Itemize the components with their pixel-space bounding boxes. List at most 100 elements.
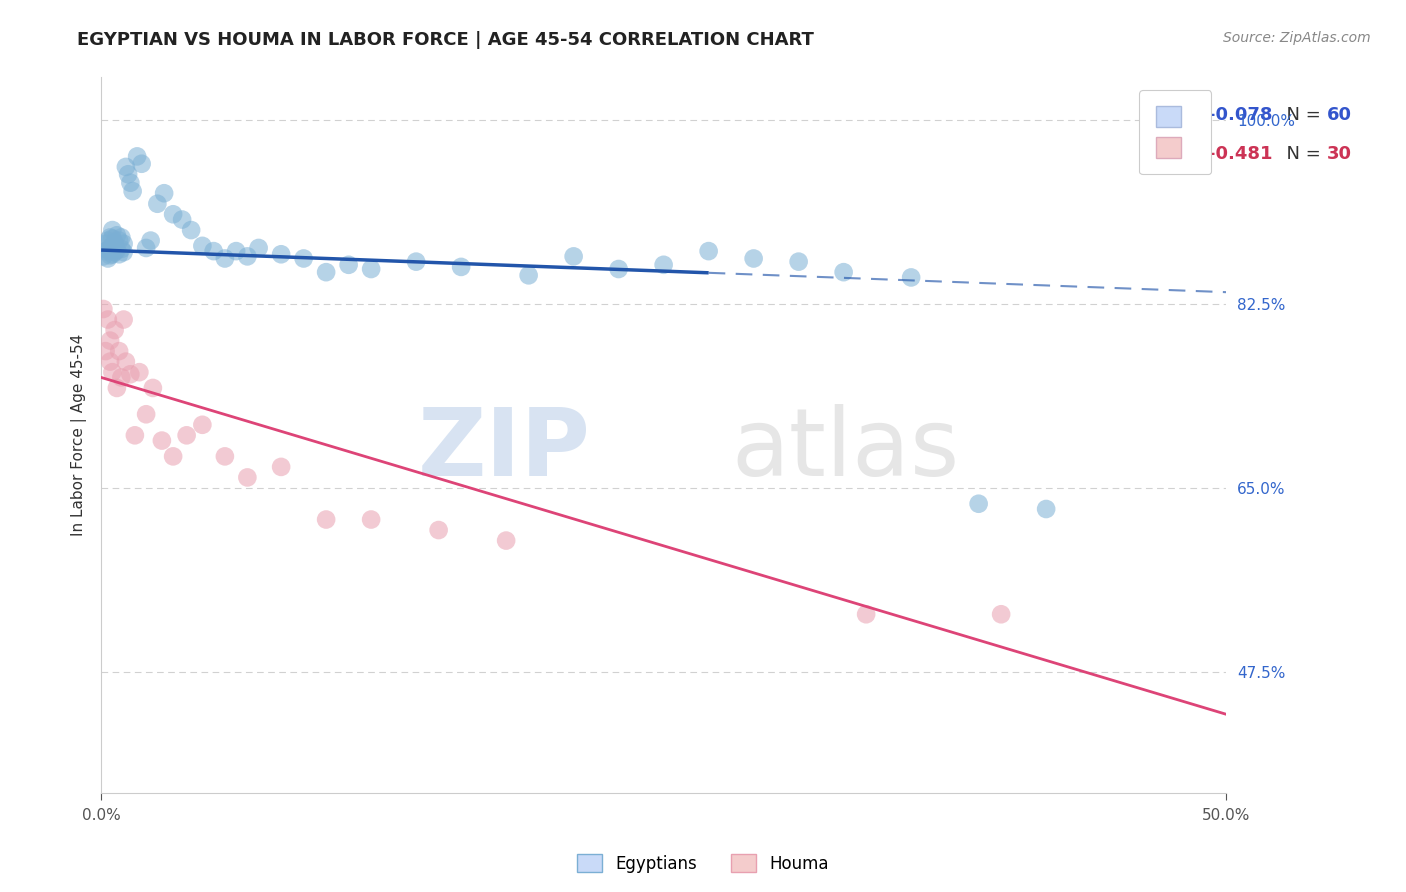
Point xyxy=(110,242,132,256)
Point xyxy=(900,270,922,285)
Point xyxy=(270,459,292,474)
Point xyxy=(110,370,132,384)
Point xyxy=(990,607,1012,622)
Point xyxy=(97,252,120,266)
Point xyxy=(337,258,360,272)
Point xyxy=(127,149,149,163)
Point xyxy=(94,244,117,259)
Legend: Egyptians, Houma: Egyptians, Houma xyxy=(571,847,835,880)
Point xyxy=(146,196,169,211)
Point xyxy=(108,344,131,359)
Point xyxy=(115,160,138,174)
Point xyxy=(97,312,120,326)
Point xyxy=(292,252,315,266)
Point xyxy=(124,428,146,442)
Point xyxy=(225,244,247,259)
Point xyxy=(153,186,176,201)
Point xyxy=(236,470,259,484)
Point xyxy=(360,262,382,277)
Point xyxy=(450,260,472,274)
Point xyxy=(98,334,121,348)
Point xyxy=(202,244,225,259)
Point xyxy=(97,243,120,257)
Point xyxy=(697,244,720,259)
Point xyxy=(94,236,117,251)
Point xyxy=(117,167,139,181)
Point xyxy=(214,450,236,464)
Text: 60: 60 xyxy=(1327,106,1353,124)
Point xyxy=(139,234,162,248)
Text: -0.078: -0.078 xyxy=(1208,106,1272,124)
Point xyxy=(101,247,124,261)
Point xyxy=(105,228,128,243)
Point xyxy=(247,241,270,255)
Text: ZIP: ZIP xyxy=(418,404,591,496)
Point xyxy=(97,234,120,248)
Point xyxy=(607,262,630,277)
Point xyxy=(104,323,127,337)
Point xyxy=(112,236,135,251)
Point xyxy=(214,252,236,266)
Point xyxy=(120,368,142,382)
Point xyxy=(191,417,214,432)
Point xyxy=(104,245,127,260)
Point xyxy=(121,184,143,198)
Point xyxy=(427,523,450,537)
Text: 30: 30 xyxy=(1327,145,1353,162)
Point xyxy=(1035,502,1057,516)
Point xyxy=(101,223,124,237)
Point xyxy=(517,268,540,283)
Text: EGYPTIAN VS HOUMA IN LABOR FORCE | AGE 45-54 CORRELATION CHART: EGYPTIAN VS HOUMA IN LABOR FORCE | AGE 4… xyxy=(77,31,814,49)
Point xyxy=(112,312,135,326)
Point xyxy=(94,344,117,359)
Point xyxy=(315,265,337,279)
Text: N =: N = xyxy=(1275,145,1327,162)
Text: atlas: atlas xyxy=(731,404,959,496)
Y-axis label: In Labor Force | Age 45-54: In Labor Force | Age 45-54 xyxy=(72,334,87,536)
Point xyxy=(172,212,194,227)
Point xyxy=(162,207,184,221)
Point xyxy=(112,245,135,260)
Point xyxy=(405,254,427,268)
Point xyxy=(98,230,121,244)
Point xyxy=(562,249,585,263)
Point xyxy=(495,533,517,548)
Point xyxy=(98,354,121,368)
Point xyxy=(101,231,124,245)
Point xyxy=(128,365,150,379)
Point xyxy=(142,381,165,395)
Point xyxy=(98,248,121,262)
Point xyxy=(360,512,382,526)
Text: N =: N = xyxy=(1275,106,1327,124)
Point xyxy=(855,607,877,622)
Point xyxy=(236,249,259,263)
Point xyxy=(652,258,675,272)
Point xyxy=(93,301,115,316)
Point xyxy=(180,223,202,237)
Point xyxy=(742,252,765,266)
Point xyxy=(787,254,810,268)
Point xyxy=(150,434,173,448)
Point xyxy=(315,512,337,526)
Text: -0.481: -0.481 xyxy=(1208,145,1272,162)
Point xyxy=(98,241,121,255)
Point xyxy=(967,497,990,511)
Point xyxy=(101,239,124,253)
Point xyxy=(93,249,115,263)
Point xyxy=(105,243,128,257)
Legend: , : , xyxy=(1139,90,1212,174)
Point xyxy=(191,239,214,253)
Point xyxy=(108,234,131,248)
Point xyxy=(120,176,142,190)
Text: R =: R = xyxy=(1160,106,1199,124)
Text: R =: R = xyxy=(1160,145,1199,162)
Point xyxy=(105,381,128,395)
Point xyxy=(176,428,198,442)
Point xyxy=(162,450,184,464)
Point xyxy=(131,157,153,171)
Point xyxy=(101,365,124,379)
Point xyxy=(104,235,127,250)
Point xyxy=(110,230,132,244)
Point xyxy=(108,247,131,261)
Text: Source: ZipAtlas.com: Source: ZipAtlas.com xyxy=(1223,31,1371,45)
